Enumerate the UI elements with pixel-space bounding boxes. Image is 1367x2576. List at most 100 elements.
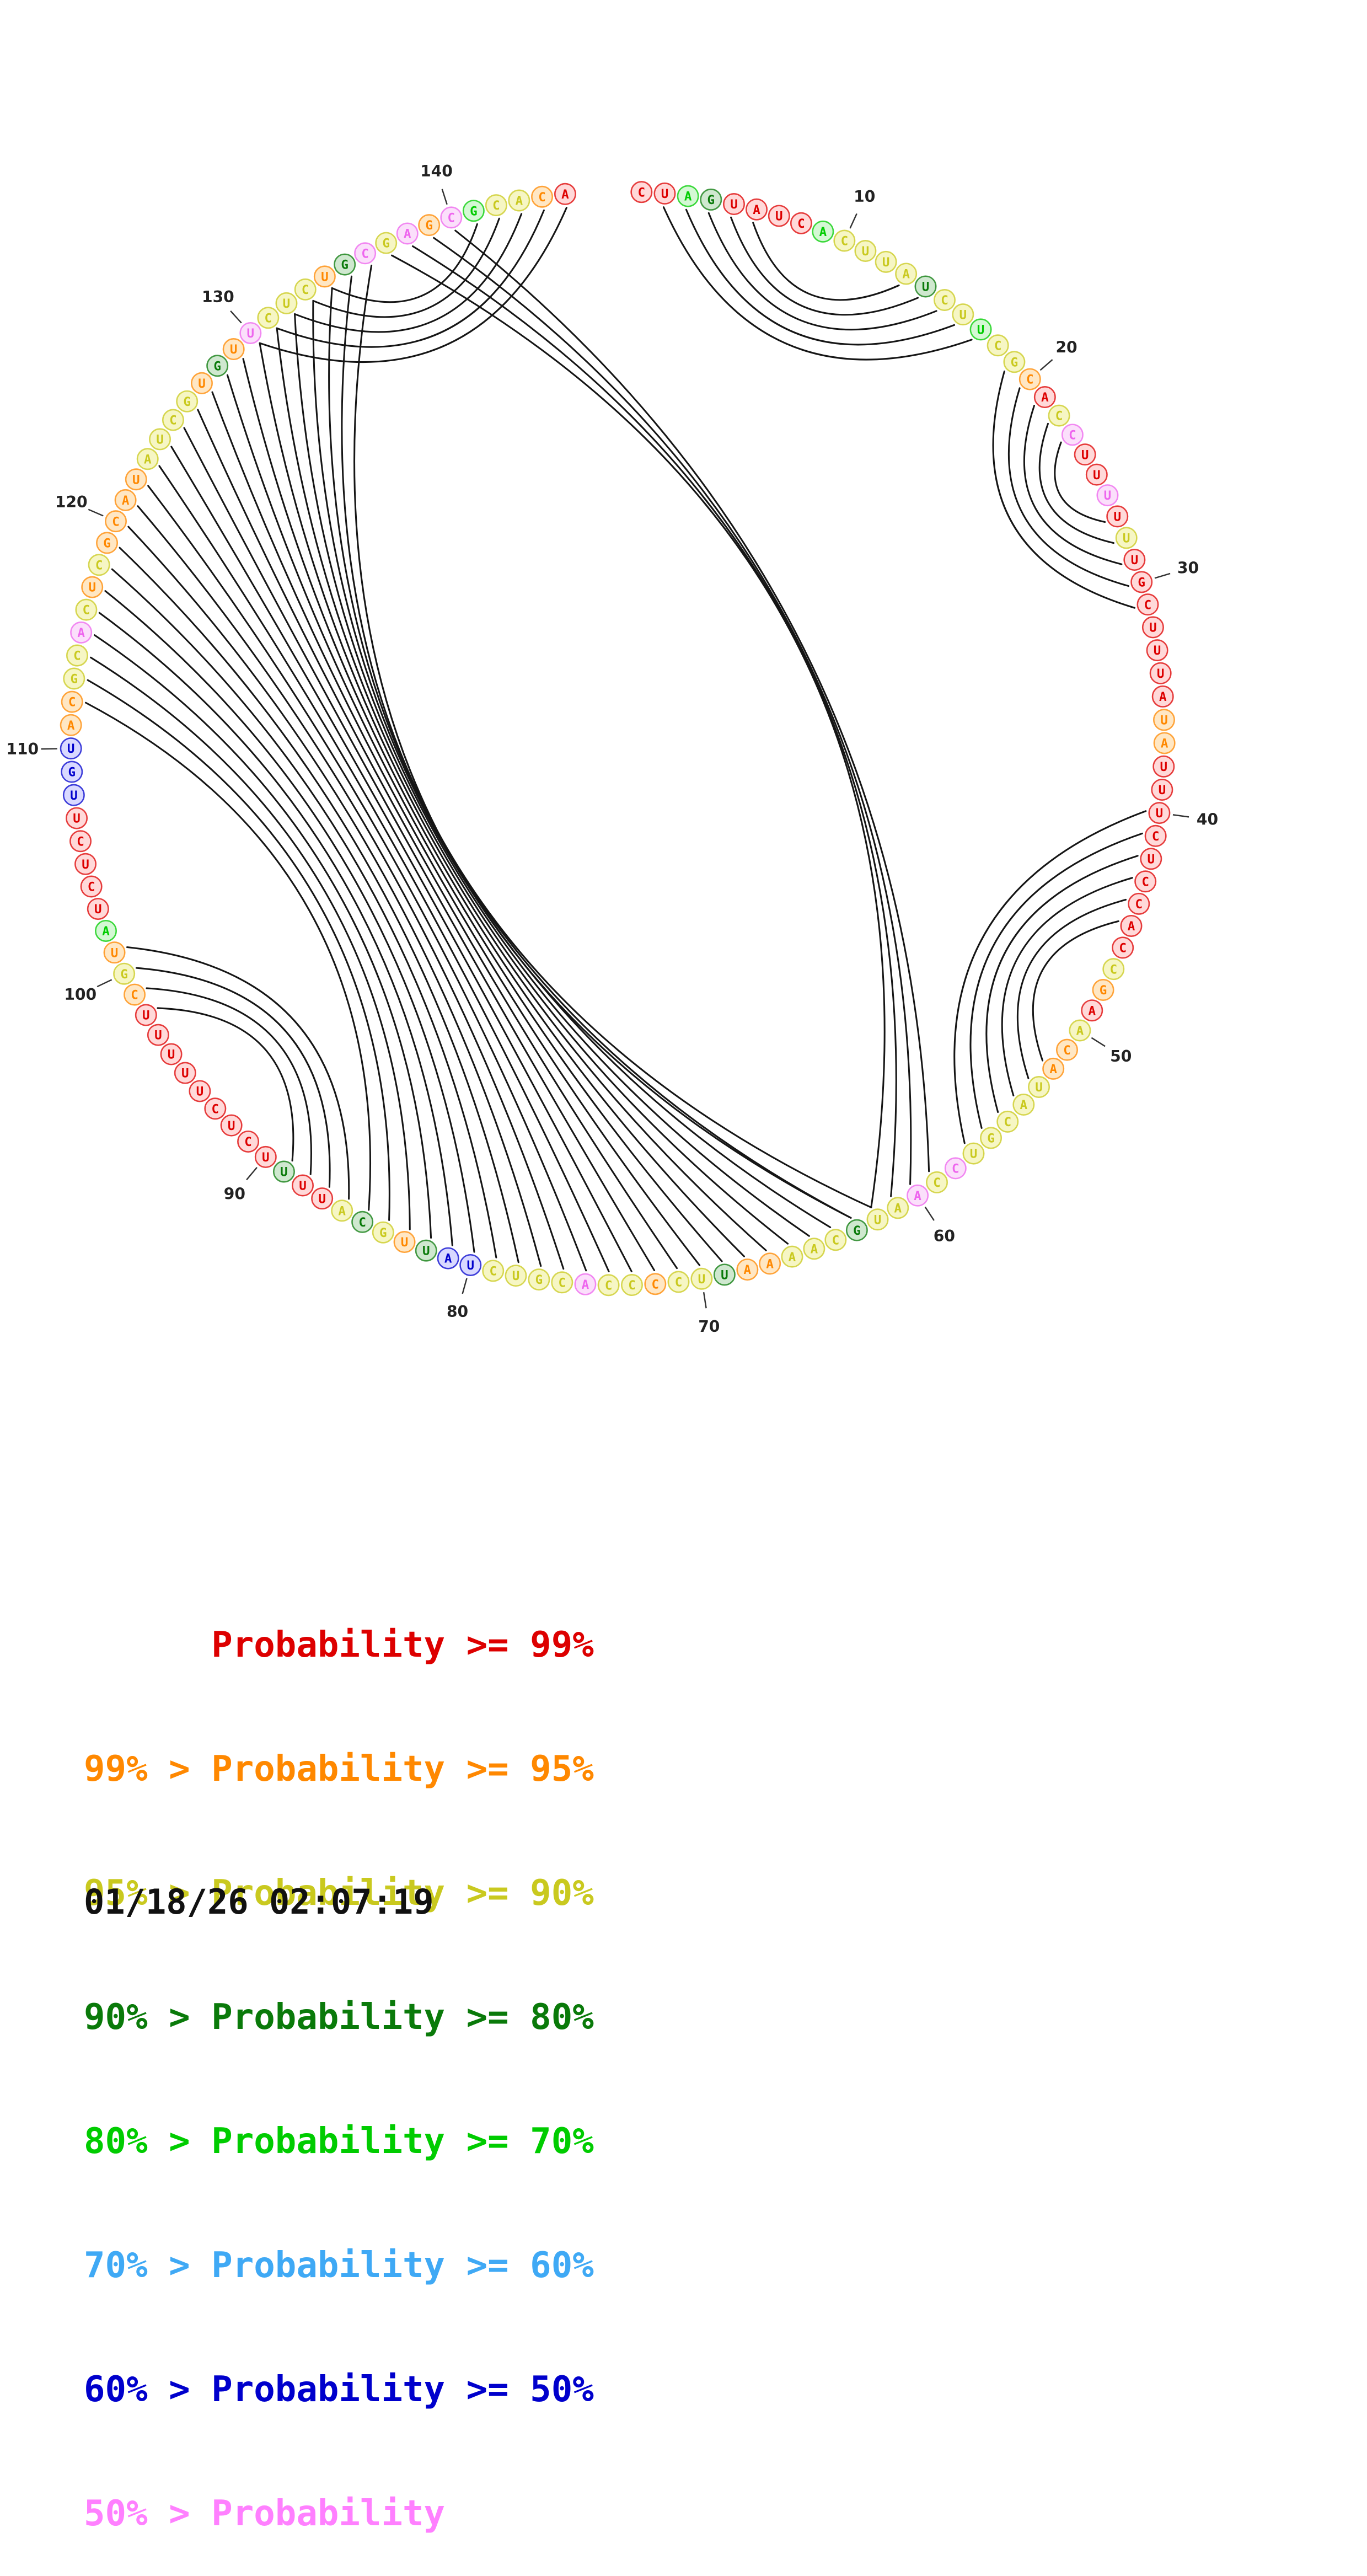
base-pair-chord xyxy=(93,634,432,1239)
nucleotide-circle xyxy=(415,1239,437,1262)
nucleotide-base: U xyxy=(168,1048,175,1062)
base-pair-chord xyxy=(1001,877,1133,1097)
base-pair-chord xyxy=(147,485,587,1272)
nucleotide-circle xyxy=(66,644,88,667)
nucleotide-circle xyxy=(375,232,398,254)
base-pair-chord xyxy=(953,810,1147,1144)
nucleotide-circle xyxy=(875,250,897,273)
base-pair-chord xyxy=(433,237,912,1185)
nucleotide-circle xyxy=(554,183,576,205)
nucleotide-base: U xyxy=(156,433,164,447)
nucleotide-circle xyxy=(1003,351,1026,373)
nucleotide-circle xyxy=(1061,424,1084,446)
nucleotide-circle xyxy=(812,220,834,243)
nucleotide-circle xyxy=(136,448,159,470)
nucleotide-circle xyxy=(372,1221,394,1244)
nucleotide-base: C xyxy=(652,1277,660,1292)
nucleotide-base: C xyxy=(538,190,546,205)
base-pair-chord xyxy=(353,264,852,1219)
nucleotide-base: U xyxy=(1157,667,1165,681)
nucleotide-circle xyxy=(833,229,856,252)
nucleotide-base: G xyxy=(103,536,111,550)
tick-line xyxy=(246,1167,258,1181)
nucleotide-base: A xyxy=(1159,690,1167,704)
nucleotide-base: A xyxy=(404,227,411,242)
nucleotide-base: U xyxy=(730,197,738,212)
nucleotide-base: U xyxy=(1160,713,1168,727)
nucleotide-circle xyxy=(418,214,441,237)
nucleotide-circle xyxy=(189,1080,211,1102)
nucleotide-base: A xyxy=(102,924,110,939)
nucleotide-base: C xyxy=(73,649,81,663)
nucleotide-circle xyxy=(1092,979,1114,1002)
nucleotide-base: A xyxy=(122,494,130,508)
nucleotide-base: U xyxy=(82,858,89,872)
nucleotide-circle xyxy=(222,338,245,361)
nucleotide-base: A xyxy=(819,225,827,239)
nucleotide-base: U xyxy=(882,255,890,270)
nucleotide-circle xyxy=(824,1229,847,1251)
nucleotide-circle xyxy=(204,1097,227,1120)
nucleotide-base: A xyxy=(444,1252,452,1266)
nucleotide-base: G xyxy=(1138,575,1145,590)
nucleotide-base: C xyxy=(88,880,95,895)
tick-line xyxy=(849,213,857,229)
nucleotide-base: U xyxy=(142,1009,150,1023)
nucleotide-base: C xyxy=(841,234,849,249)
nucleotide-circle xyxy=(933,289,956,312)
base-pair-chord xyxy=(276,327,789,1245)
nucleotide-base: A xyxy=(1128,919,1135,934)
nucleotide-circle xyxy=(74,853,97,875)
nucleotide-circle xyxy=(176,390,199,413)
nucleotide-circle xyxy=(135,1004,157,1026)
nucleotide-base: A xyxy=(811,1242,818,1256)
timestamp: 01/18/26 02:07:19 xyxy=(84,1882,434,1922)
nucleotide-circle xyxy=(114,489,137,511)
nucleotide-base: U xyxy=(247,326,255,341)
nucleotide-base: U xyxy=(321,270,329,285)
nucleotide-circle xyxy=(88,554,110,576)
nucleotide-circle xyxy=(1149,662,1172,684)
position-ticks: 10 20 30 40 50 60 70 80 90 100 110 120 130 140 xyxy=(6,162,1218,1336)
nucleotide-base: C xyxy=(1004,1115,1011,1129)
base-pair-chord xyxy=(259,342,767,1251)
nucleotide-base: G xyxy=(1011,355,1018,369)
nucleotide-base: U xyxy=(88,581,96,595)
nucleotide-circle xyxy=(980,1127,1003,1149)
nucleotide-base: A xyxy=(561,188,569,202)
nucleotide-circle xyxy=(895,263,918,285)
nucleotide-circle xyxy=(700,188,722,211)
base-pair-chord xyxy=(183,427,656,1271)
legend-line: 70% > Probability >= 60% xyxy=(84,2245,594,2286)
nucleotide-circle xyxy=(1130,571,1153,593)
nucleotide-circle xyxy=(653,182,676,205)
nucleotide-base: C xyxy=(68,695,76,710)
base-pair-chord xyxy=(685,208,956,346)
nucleotide-circle xyxy=(354,242,377,265)
nucleotide-circle xyxy=(1055,1038,1078,1061)
nucleotide-circle xyxy=(275,292,298,314)
nucleotide-circle xyxy=(996,1110,1019,1133)
nucleotide-circle xyxy=(667,1271,690,1293)
base-pair-chord xyxy=(276,209,545,348)
nucleotide-base: U xyxy=(228,1119,235,1133)
nucleotide-circle xyxy=(1085,463,1108,486)
nucleotide-base: C xyxy=(832,1233,840,1247)
nucleotide-base: A xyxy=(516,194,523,208)
position-tick-label: 140 xyxy=(420,162,453,180)
base-pair-chord xyxy=(119,547,519,1263)
nucleotide-circle xyxy=(1148,802,1171,824)
nucleotide-base: U xyxy=(1159,783,1166,797)
nucleotide-base: A xyxy=(684,190,692,204)
nucleotide-base: C xyxy=(212,1102,219,1116)
probability-legend: Probability >= 99% 99% > Probability >= … xyxy=(84,1542,594,2576)
nucleotide-circle xyxy=(70,621,93,644)
nucleotide-circle xyxy=(1144,824,1167,847)
base-pair-chord xyxy=(328,287,852,1219)
nucleotide-circle xyxy=(147,1024,169,1046)
nucleotide-circle xyxy=(1153,732,1176,754)
position-tick-label: 70 xyxy=(698,1318,720,1336)
base-pair-chord xyxy=(98,612,453,1246)
position-tick-label: 100 xyxy=(64,986,97,1004)
nucleotide-circle xyxy=(60,714,82,736)
